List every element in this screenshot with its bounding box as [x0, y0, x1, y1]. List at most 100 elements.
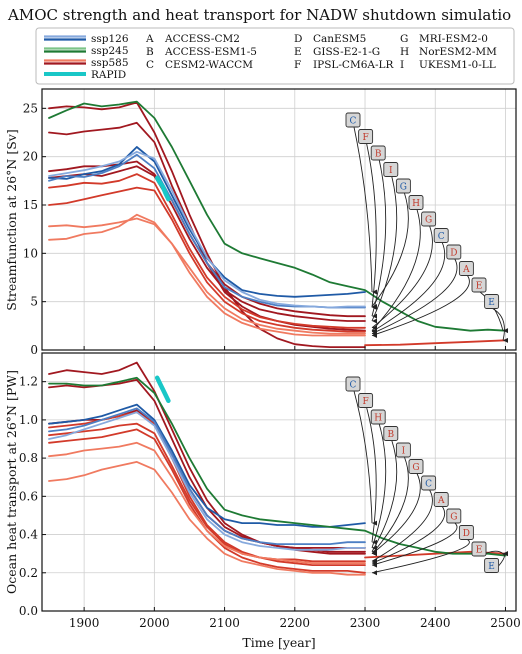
annotation-arrowhead [503, 551, 508, 557]
model-label-box [484, 294, 500, 309]
annotation-arrow [371, 440, 398, 552]
model-label-text: C [350, 117, 357, 127]
model-label-box [446, 508, 462, 524]
series-line-ssp126 [48, 407, 366, 545]
model-label-text: D [463, 529, 470, 539]
annotation-arrowhead [372, 562, 377, 568]
series-line-ssp585 [48, 441, 366, 565]
y-tick-label: 0.6 [19, 489, 38, 503]
y-tick-label: 0.8 [19, 451, 38, 465]
annotation-arrow [371, 159, 387, 317]
model-label-text: A [462, 265, 470, 275]
model-label-box [471, 277, 487, 293]
annotation-arrow [371, 258, 458, 334]
y-tick-label: 20 [23, 150, 38, 164]
series-line-ssp585 [48, 165, 366, 322]
model-label-text: C [350, 381, 357, 391]
model-label-text: F [362, 133, 368, 143]
y-tick-label: 15 [23, 198, 38, 212]
annotation-arrow [371, 192, 409, 307]
y-tick-label: 1.2 [19, 375, 38, 389]
legend-model-name: GISS-E2-1-G [313, 46, 380, 58]
model-label-text: G [412, 463, 419, 473]
annotation-arrow [371, 423, 387, 549]
annotation-arrow [371, 473, 421, 555]
legend-model-letter: B [146, 46, 154, 58]
x-tick-label: 2000 [139, 616, 170, 630]
panel-frame [41, 352, 517, 612]
series-line-rapid [154, 375, 171, 404]
legend-model-letter: E [294, 46, 302, 58]
model-label-box [395, 178, 411, 194]
y-tick-label: 0 [30, 343, 38, 357]
model-label-box [433, 492, 449, 507]
series-line-ssp245 [48, 100, 507, 332]
model-label-text: E [488, 562, 495, 572]
series-line-ssp585 [364, 339, 507, 347]
legend-model-letter: C [146, 59, 154, 71]
annotation-arrow [371, 489, 433, 562]
y-tick-label: 0.4 [19, 528, 38, 542]
series-line-ssp585 [48, 101, 366, 349]
legend-label-ssp245: ssp245 [91, 45, 129, 57]
series-line-ssp585 [48, 378, 366, 549]
model-label-box [408, 195, 424, 210]
model-label-text: C [425, 480, 432, 490]
x-tick-label: 2100 [209, 616, 240, 630]
x-tick-label: 2400 [420, 616, 451, 630]
model-label-text: B [387, 430, 394, 440]
legend-model-letter: G [400, 33, 408, 45]
model-label-box [345, 112, 361, 128]
model-label-box [446, 244, 462, 260]
model-label-box [433, 228, 449, 243]
model-label-box [458, 261, 474, 276]
annotation-arrow [366, 143, 377, 308]
legend-model-name: NorESM2-MM [419, 46, 497, 58]
series-line-ssp585 [48, 217, 366, 335]
ylabel-heat-transport: Ocean heat transport at 26°N [PW] [4, 370, 19, 594]
annotation-arrow [353, 126, 373, 293]
y-tick-label: 25 [23, 101, 38, 115]
model-label-box [345, 376, 361, 392]
legend-model-name: ACCESS-CM2 [164, 33, 240, 45]
annotation-arrowhead [372, 304, 377, 309]
annotation-arrow [371, 176, 398, 322]
series-line-ssp126 [48, 153, 366, 309]
model-label-text: F [362, 397, 368, 407]
series-line-ssp126 [48, 150, 366, 309]
model-label-box [358, 393, 374, 408]
model-label-text: G [425, 216, 432, 226]
x-tick-label: 1900 [69, 616, 100, 630]
annotation-arrow [371, 522, 458, 566]
legend-label-ssp585: ssp585 [91, 57, 129, 69]
legend-model-name: IPSL-CM6A-LR [313, 59, 394, 71]
model-label-box [421, 475, 437, 491]
model-label-text: E [476, 282, 483, 292]
model-label-text: B [375, 150, 382, 160]
model-label-text: D [450, 249, 457, 259]
x-tick-label: 2300 [350, 616, 381, 630]
model-label-text: A [437, 496, 445, 506]
model-label-text: E [476, 546, 483, 556]
legend-model-letter: H [400, 46, 409, 58]
model-label-box [471, 541, 487, 557]
x-tick-label: 2500 [490, 616, 521, 630]
model-label-text: C [438, 232, 445, 242]
annotation-arrowhead [372, 551, 377, 557]
annotation-arrowhead [372, 539, 377, 545]
annotation-arrow [353, 390, 373, 524]
ylabel-streamfunction: Streamfunction at 26°N [Sv] [4, 129, 19, 310]
model-label-box [395, 442, 411, 458]
model-label-box [458, 525, 474, 540]
model-label-box [358, 129, 374, 144]
legend-model-name: MRI-ESM2-0 [419, 33, 488, 45]
series-line-ssp585 [48, 361, 366, 555]
panel-frame [41, 88, 517, 351]
series-line-ssp585 [48, 460, 366, 576]
model-label-box [383, 426, 399, 441]
model-label-text: I [402, 447, 406, 457]
